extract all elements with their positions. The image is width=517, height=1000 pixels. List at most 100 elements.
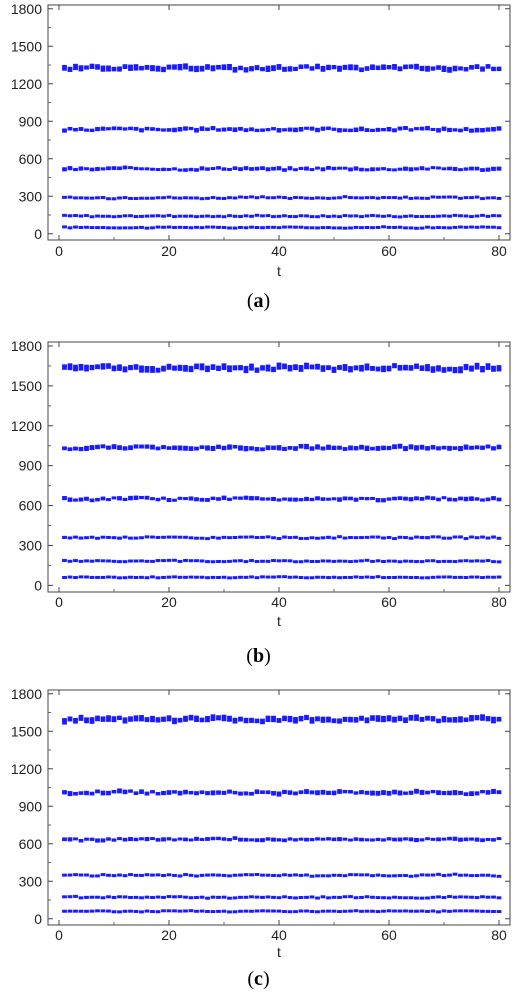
data-mark (78, 214, 84, 218)
data-mark (144, 559, 150, 563)
data-mark (199, 363, 205, 371)
data-mark (375, 225, 381, 229)
data-mark (331, 65, 337, 70)
data-mark (430, 895, 436, 899)
data-mark (447, 226, 452, 230)
data-mark (320, 214, 326, 218)
data-mark (375, 873, 381, 877)
data-mark (111, 126, 117, 131)
data-mark (359, 575, 364, 579)
data-mark (238, 837, 243, 842)
data-mark (414, 837, 419, 843)
data-mark (194, 127, 199, 133)
data-mark (436, 166, 441, 170)
data-mark (210, 560, 216, 564)
data-mark (216, 836, 221, 841)
data-mark (117, 895, 122, 899)
data-mark (150, 559, 155, 563)
data-mark (326, 64, 331, 71)
data-mark (458, 873, 463, 877)
data-mark (265, 559, 271, 563)
panel-label-c: (c) (247, 968, 270, 990)
data-mark (210, 196, 216, 200)
data-mark (359, 895, 364, 899)
data-mark (425, 446, 430, 451)
data-mark (304, 166, 309, 171)
data-mark (463, 363, 469, 371)
data-mark (309, 168, 315, 172)
data-mark (67, 66, 73, 72)
data-mark (392, 225, 397, 229)
data-mark (496, 874, 502, 878)
data-mark (155, 214, 161, 218)
data-mark (447, 366, 452, 372)
data-mark (447, 790, 452, 796)
data-mark (188, 365, 194, 373)
data-mark (150, 444, 155, 450)
data-mark (78, 714, 84, 721)
data-mark (298, 127, 304, 132)
data-mark (304, 196, 309, 200)
data-mark (496, 497, 502, 502)
data-mark (320, 874, 326, 878)
data-mark (271, 909, 276, 913)
data-mark (430, 873, 436, 877)
data-mark (342, 195, 348, 199)
data-mark (106, 127, 111, 131)
data-mark (309, 215, 315, 219)
data-mark (177, 895, 183, 899)
data-mark (353, 127, 359, 132)
data-mark (265, 535, 271, 539)
data-mark (474, 166, 480, 171)
data-mark (232, 896, 238, 900)
data-mark (485, 225, 491, 229)
data-mark (320, 65, 326, 72)
data-mark (419, 535, 425, 540)
data-mark (84, 559, 89, 563)
data-mark (260, 128, 265, 132)
data-mark (111, 166, 117, 170)
data-mark (447, 195, 452, 199)
data-mark (254, 496, 260, 501)
data-mark (216, 365, 221, 371)
data-mark (386, 497, 392, 501)
data-mark (260, 166, 265, 171)
data-mark (320, 446, 326, 451)
data-mark (128, 364, 133, 371)
data-mark (84, 167, 89, 171)
data-mark (496, 896, 502, 900)
data-mark (348, 895, 353, 899)
data-mark (414, 535, 419, 539)
data-mark (298, 64, 304, 70)
data-mark (144, 895, 150, 899)
x-tick-label: 20 (161, 927, 177, 943)
data-mark (199, 65, 205, 72)
data-mark (249, 909, 254, 913)
data-mark (441, 575, 447, 579)
data-mark (84, 536, 89, 540)
data-mark (144, 576, 150, 580)
data-mark (381, 195, 386, 199)
data-mark (238, 575, 243, 579)
data-mark (469, 215, 474, 219)
data-mark (150, 226, 155, 230)
data-mark (436, 535, 441, 539)
data-mark (469, 837, 474, 841)
data-mark (78, 536, 84, 540)
data-mark (155, 446, 161, 451)
data-mark (106, 895, 111, 899)
data-mark (414, 575, 419, 579)
data-mark (111, 496, 117, 500)
data-mark (271, 575, 276, 579)
data-mark (117, 576, 122, 580)
data-mark (232, 790, 238, 795)
data-mark (381, 225, 386, 229)
data-mark (128, 64, 133, 71)
data-mark (177, 225, 183, 229)
data-mark (298, 790, 304, 795)
data-mark (480, 213, 485, 217)
data-mark (67, 363, 73, 371)
data-mark (304, 576, 309, 580)
data-mark (441, 126, 447, 131)
data-mark (298, 873, 304, 877)
